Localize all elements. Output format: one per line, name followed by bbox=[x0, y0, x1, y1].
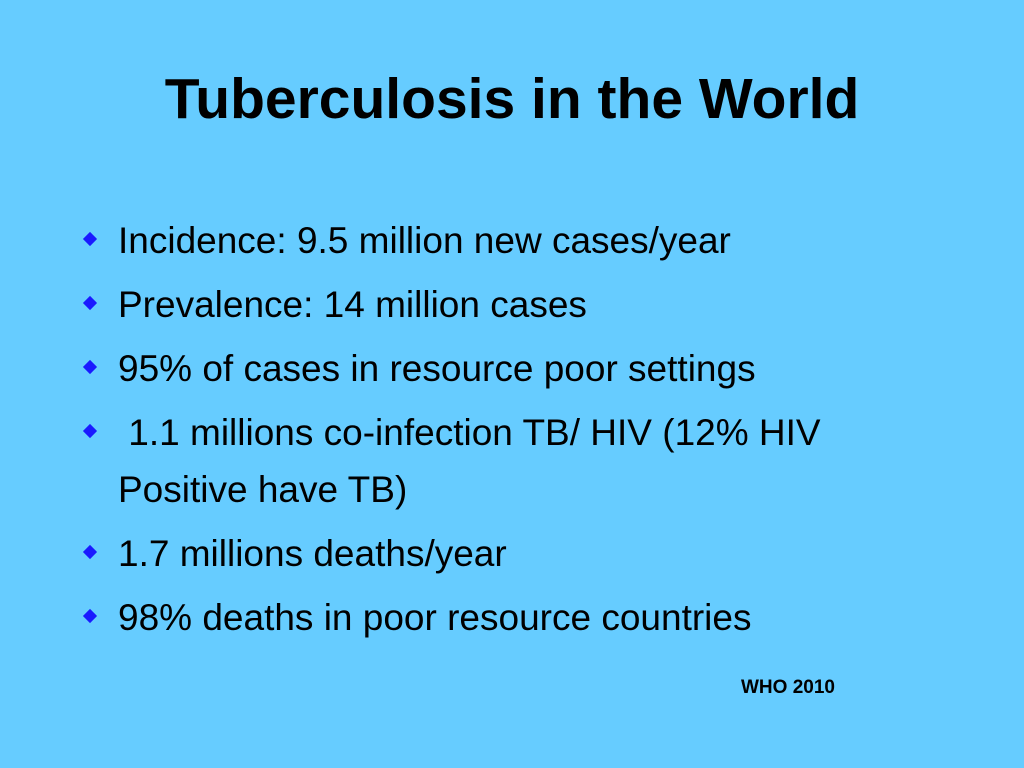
slide-title: Tuberculosis in the World bbox=[164, 67, 860, 131]
bullet-text: 95% of cases in resource poor settings bbox=[118, 348, 756, 389]
bullet-text: 98% deaths in poor resource countries bbox=[118, 597, 752, 638]
diamond-bullet-icon bbox=[82, 423, 98, 439]
diamond-bullet-icon bbox=[82, 231, 98, 247]
diamond-bullet-icon bbox=[82, 608, 98, 624]
diamond-bullet-icon bbox=[82, 359, 98, 375]
bullet-item: Prevalence: 14 million cases bbox=[80, 276, 920, 333]
bullet-text: Incidence: 9.5 million new cases/year bbox=[118, 220, 731, 261]
bullet-item: Incidence: 9.5 million new cases/year bbox=[80, 212, 920, 269]
bullet-item: 1.7 millions deaths/year bbox=[80, 525, 920, 582]
bullet-item: 95% of cases in resource poor settings bbox=[80, 340, 920, 397]
source-citation: WHO 2010 bbox=[741, 677, 835, 698]
bullet-text: 1.7 millions deaths/year bbox=[118, 533, 507, 574]
bullet-item: 98% deaths in poor resource countries bbox=[80, 589, 920, 646]
bullet-text: 1.1 millions co-infection TB/ HIV (12% H… bbox=[118, 412, 831, 510]
bullet-item: 1.1 millions co-infection TB/ HIV (12% H… bbox=[80, 404, 920, 518]
bullet-text: Prevalence: 14 million cases bbox=[118, 284, 587, 325]
bullet-list: Incidence: 9.5 million new cases/year Pr… bbox=[80, 212, 920, 653]
diamond-bullet-icon bbox=[82, 544, 98, 560]
diamond-bullet-icon bbox=[82, 295, 98, 311]
